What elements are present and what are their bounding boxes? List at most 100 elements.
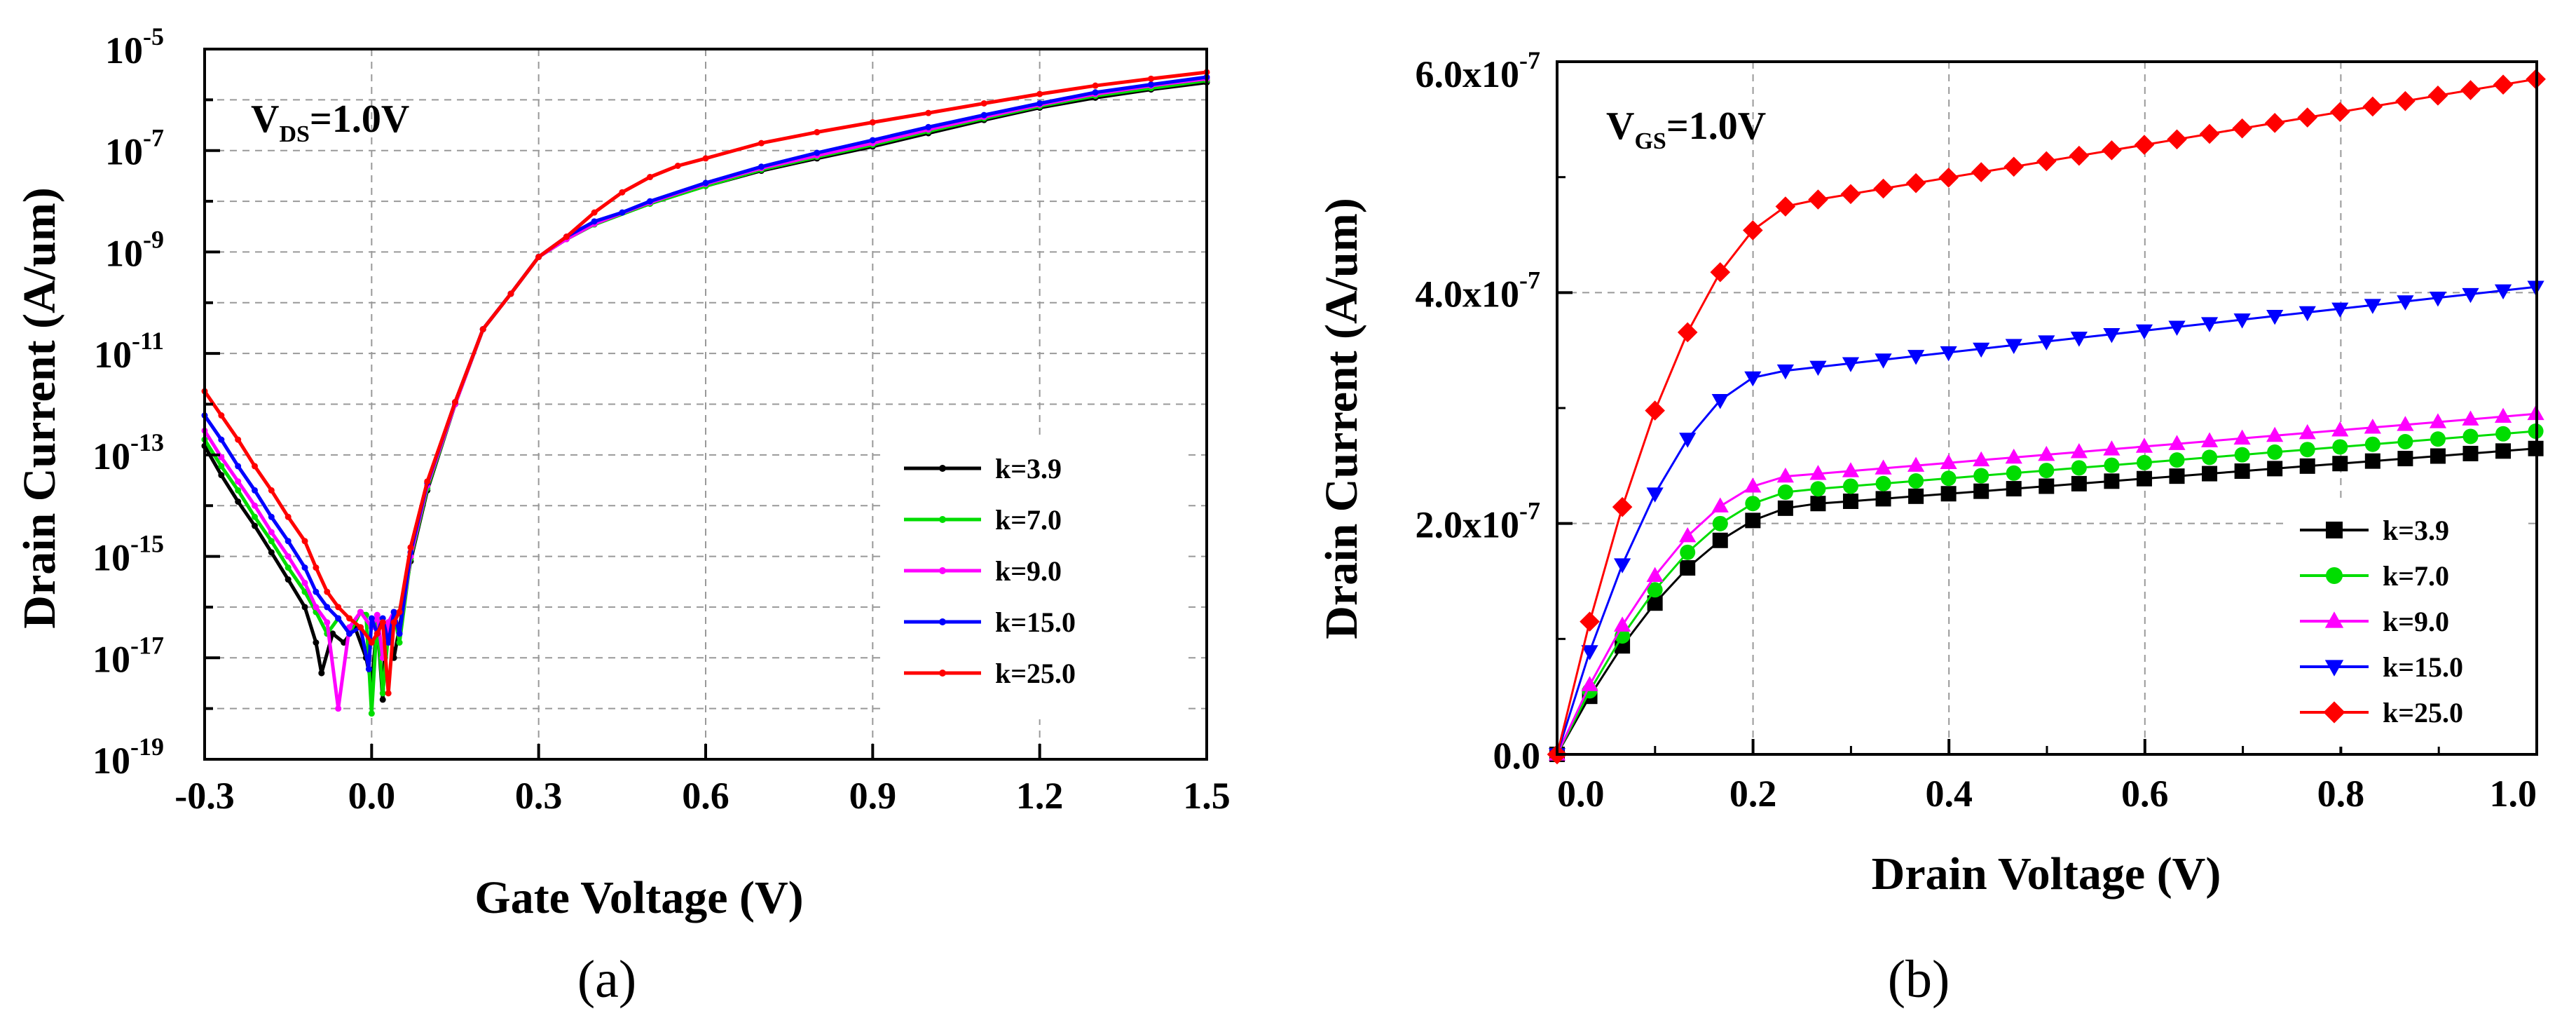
panel-b-point-k-15-0: [2462, 287, 2479, 304]
panel-a-legend: k=3.9 k=7.0 k=9.0 k=15.0 k=25.0: [884, 439, 1186, 719]
panel-b-point-k-7-0: [2071, 460, 2087, 476]
panel-a-y-tick-label: 10-15: [93, 530, 164, 579]
panel-a-point-k-7-0: [396, 639, 403, 646]
panel-b-point-k-15-0: [1744, 371, 1762, 387]
panel-a-point-k-25-0: [357, 624, 364, 631]
panel-a-y-tick-label: 10-9: [105, 225, 164, 274]
panel-b-point-k-7-0: [2299, 442, 2315, 458]
panel-b-point-k-9-0: [1973, 451, 1990, 467]
panel-b-point-k-15-0: [2331, 302, 2349, 318]
panel-b-point-k-3-9: [2039, 478, 2055, 494]
panel-b-point-k-9-0: [1907, 456, 1925, 472]
panel-b-point-k-7-0: [1973, 468, 1989, 484]
panel-b-point-k-3-9: [1745, 512, 1761, 529]
panel-a-ticks: [203, 98, 1208, 759]
panel-b-annotation: VGS=1.0V: [1606, 104, 1766, 154]
panel-b-point-k-9-0: [2494, 407, 2512, 423]
panel-b-point-k-15-0: [2200, 317, 2219, 332]
panel-b-point-k-25-0: [2134, 135, 2155, 155]
panel-b-point-k-9-0: [1744, 477, 1762, 493]
panel-b-point-k-7-0: [1875, 475, 1891, 491]
panel-a-point-k-15-0: [591, 218, 598, 225]
panel-a-legend-label: k=9.0: [995, 555, 1062, 587]
panel-b-point-k-15-0: [1581, 645, 1598, 660]
panel-b-point-k-15-0: [2168, 320, 2186, 337]
panel-b-point-k-9-0: [2266, 426, 2284, 442]
panel-b-point-k-25-0: [1873, 178, 1893, 199]
panel-b-point-k-25-0: [1645, 400, 1665, 421]
panel-b-point-k-25-0: [2395, 90, 2416, 111]
panel-b: 0.0 0.2 0.4 0.6 0.8 1.0 0.0 2.0x10-7 4.0x10-7 6.…: [1316, 46, 2546, 1009]
panel-a-point-k-9-0: [235, 478, 242, 485]
panel-a-point-k-25-0: [335, 604, 342, 611]
panel-a-x-tick-labels: -0.3 0.0 0.3 0.6 0.9 1.2 1.5: [174, 775, 1230, 817]
panel-b-point-k-9-0: [2364, 419, 2381, 434]
panel-a-point-k-3-9: [268, 549, 275, 556]
panel-a-point-k-25-0: [563, 233, 570, 240]
panel-a-x-tick-label: 0.3: [515, 775, 563, 817]
panel-b-point-k-9-0: [2103, 440, 2121, 456]
panel-b-point-k-15-0: [1842, 357, 1860, 372]
panel-a-point-k-7-0: [235, 487, 242, 494]
panel-a-point-k-3-9: [379, 696, 386, 703]
panel-b-point-k-15-0: [2266, 309, 2284, 325]
panel-b-point-k-3-9: [2462, 445, 2479, 461]
panel-b-point-k-15-0: [1679, 433, 1697, 448]
panel-a-point-k-25-0: [869, 118, 876, 125]
panel-b-x-tick-label: 0.4: [1925, 773, 1973, 815]
panel-b-point-k-7-0: [1712, 515, 1728, 531]
panel-a-point-k-3-9: [313, 639, 320, 646]
panel-b-point-k-15-0: [2103, 327, 2121, 344]
panel-a-series: [201, 69, 1210, 717]
panel-b-legend-box: [2286, 501, 2524, 747]
panel-a-point-k-7-0: [218, 463, 225, 470]
panel-b-point-k-15-0: [1646, 487, 1664, 503]
panel-b-point-k-25-0: [2460, 80, 2481, 100]
panel-a-point-k-15-0: [396, 630, 403, 637]
panel-b-point-k-7-0: [1745, 496, 1761, 512]
panel-b-legend-label: k=25.0: [2383, 697, 2463, 728]
panel-b-point-k-9-0: [2462, 410, 2479, 426]
panel-a-y-tick-label: 10-17: [93, 631, 164, 680]
panel-b-y-tick-label: 0.0: [1493, 735, 1541, 777]
panel-b-point-k-9-0: [2429, 413, 2447, 428]
panel-b-point-k-7-0: [2332, 439, 2348, 455]
panel-b-point-k-9-0: [2070, 443, 2088, 459]
panel-b-point-k-25-0: [2069, 145, 2090, 166]
panel-b-point-k-25-0: [1775, 196, 1796, 217]
panel-b-point-k-3-9: [2299, 458, 2315, 474]
panel-a-point-k-15-0: [1036, 100, 1043, 107]
panel-b-point-k-9-0: [2397, 416, 2414, 431]
panel-b-point-k-9-0: [1842, 462, 1860, 477]
panel-a-point-k-15-0: [702, 179, 709, 186]
panel-b-point-k-15-0: [2298, 306, 2316, 322]
panel-b-legend-label: k=15.0: [2383, 651, 2463, 683]
panel-b-point-k-25-0: [2232, 118, 2252, 139]
panel-b-point-k-9-0: [2038, 445, 2055, 461]
panel-a-point-k-15-0: [301, 564, 308, 571]
panel-b-point-k-7-0: [1842, 478, 1858, 494]
panel-b-point-k-9-0: [1614, 616, 1631, 632]
panel-b-y-tick-label: 4.0x10-7: [1416, 266, 1541, 315]
panel-a-point-k-25-0: [385, 690, 392, 697]
panel-b-point-k-3-9: [2397, 451, 2413, 467]
panel-b-series: [1547, 69, 2546, 765]
panel-a-point-k-25-0: [452, 399, 458, 406]
panel-b-legend-marker: [2326, 522, 2343, 538]
panel-b-x-tick-label: 0.8: [2317, 773, 2365, 815]
panel-b-point-k-15-0: [2135, 324, 2153, 340]
panel-a-point-k-25-0: [424, 478, 431, 485]
panel-a-point-k-25-0: [218, 412, 225, 419]
panel-b-point-k-9-0: [2168, 435, 2186, 450]
panel-a-y-tick-label: 10-19: [93, 733, 164, 782]
panel-a-point-k-9-0: [324, 619, 331, 626]
panel-a-legend-marker: [939, 670, 946, 677]
panel-a-point-k-25-0: [1036, 90, 1043, 97]
panel-a-legend-label: k=3.9: [995, 453, 1062, 484]
panel-b-x-tick-label: 1.0: [2490, 773, 2537, 815]
panel-a-point-k-9-0: [357, 609, 364, 616]
panel-b-point-k-3-9: [1777, 500, 1793, 516]
panel-a-x-tick-label: 0.0: [348, 775, 396, 817]
panel-b-legend-marker: [2326, 567, 2343, 584]
panel-b-point-k-3-9: [1940, 486, 1957, 502]
